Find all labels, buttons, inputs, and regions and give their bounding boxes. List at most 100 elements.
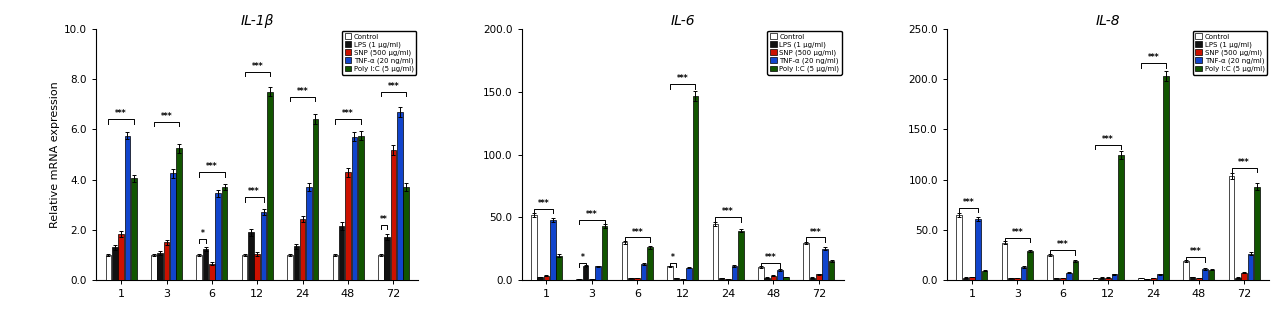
Bar bbox=[1060, 278, 1065, 280]
Bar bbox=[112, 248, 118, 280]
Bar bbox=[267, 92, 273, 280]
Legend: Control, LPS (1 μg/ml), SNP (500 μg/ml), TNF-α (20 ng/ml), Poly I:C (5 μg/ml): Control, LPS (1 μg/ml), SNP (500 μg/ml),… bbox=[1192, 31, 1267, 75]
Text: *: * bbox=[672, 253, 676, 262]
Bar bbox=[249, 232, 254, 280]
Text: ***: *** bbox=[810, 228, 822, 237]
Bar bbox=[1027, 251, 1033, 280]
Bar bbox=[1092, 278, 1099, 280]
Text: ***: *** bbox=[1011, 228, 1023, 237]
Bar bbox=[1254, 187, 1260, 280]
Bar bbox=[679, 279, 686, 280]
Bar bbox=[1138, 278, 1144, 280]
Text: ***: *** bbox=[1103, 135, 1114, 144]
Bar bbox=[713, 224, 718, 280]
Bar bbox=[345, 172, 351, 280]
Text: ***: *** bbox=[963, 198, 974, 207]
Bar bbox=[1054, 278, 1059, 280]
Bar bbox=[351, 137, 358, 280]
Bar bbox=[804, 243, 809, 280]
Bar bbox=[332, 255, 338, 280]
Bar bbox=[1228, 176, 1235, 280]
Text: ***: *** bbox=[160, 112, 172, 121]
Bar bbox=[358, 136, 364, 280]
Bar bbox=[1001, 243, 1008, 280]
Title: IL-8: IL-8 bbox=[1096, 14, 1120, 28]
Bar bbox=[719, 278, 724, 280]
Bar bbox=[770, 276, 776, 280]
Y-axis label: Relative mRNA expression: Relative mRNA expression bbox=[50, 81, 60, 228]
Bar bbox=[378, 255, 383, 280]
Bar bbox=[673, 278, 679, 280]
Bar bbox=[738, 231, 744, 280]
Bar bbox=[601, 226, 608, 280]
Bar bbox=[1241, 273, 1247, 280]
Bar bbox=[577, 279, 582, 280]
Text: ***: *** bbox=[206, 162, 218, 171]
Bar bbox=[1235, 278, 1241, 280]
Bar bbox=[590, 279, 595, 280]
Text: ***: *** bbox=[722, 207, 733, 216]
Bar bbox=[822, 249, 828, 280]
Bar bbox=[391, 149, 396, 280]
Bar bbox=[726, 279, 731, 280]
Bar bbox=[397, 112, 403, 280]
Text: ***: *** bbox=[632, 228, 644, 237]
Bar bbox=[1183, 261, 1188, 280]
Bar bbox=[758, 267, 764, 280]
Legend: Control, LPS (1 μg/ml), SNP (500 μg/ml), TNF-α (20 ng/ml), Poly I:C (5 μg/ml): Control, LPS (1 μg/ml), SNP (500 μg/ml),… bbox=[768, 31, 842, 75]
Bar bbox=[158, 252, 163, 280]
Text: ***: *** bbox=[764, 253, 776, 262]
Bar bbox=[338, 226, 345, 280]
Title: IL-6: IL-6 bbox=[670, 14, 695, 28]
Bar bbox=[537, 277, 544, 280]
Bar bbox=[667, 266, 673, 280]
Bar bbox=[171, 173, 176, 280]
Text: ***: *** bbox=[1238, 158, 1250, 167]
Bar bbox=[556, 256, 562, 280]
Bar bbox=[215, 194, 221, 280]
Bar bbox=[255, 254, 260, 280]
Bar bbox=[1099, 278, 1105, 280]
Bar bbox=[635, 278, 640, 280]
Bar bbox=[1105, 278, 1110, 280]
Bar bbox=[306, 187, 312, 280]
Text: ***: *** bbox=[1056, 240, 1068, 249]
Text: *: * bbox=[200, 229, 204, 238]
Bar bbox=[1020, 267, 1027, 280]
Text: ***: *** bbox=[249, 187, 260, 196]
Bar bbox=[622, 242, 627, 280]
Bar bbox=[1247, 253, 1254, 280]
Bar bbox=[963, 278, 968, 280]
Bar bbox=[1156, 274, 1163, 280]
Bar bbox=[817, 274, 822, 280]
Bar bbox=[222, 187, 227, 280]
Text: ***: *** bbox=[537, 199, 549, 208]
Bar bbox=[203, 249, 209, 280]
Bar bbox=[976, 219, 981, 280]
Bar bbox=[1073, 260, 1078, 280]
Bar bbox=[1118, 155, 1123, 280]
Text: ***: *** bbox=[251, 62, 263, 71]
Bar bbox=[1008, 278, 1014, 280]
Bar bbox=[177, 148, 182, 280]
Bar bbox=[732, 266, 737, 280]
Text: ***: *** bbox=[387, 82, 399, 91]
Legend: Control, LPS (1 μg/ml), SNP (500 μg/ml), TNF-α (20 ng/ml), Poly I:C (5 μg/ml): Control, LPS (1 μg/ml), SNP (500 μg/ml),… bbox=[342, 31, 417, 75]
Bar bbox=[692, 96, 699, 280]
Bar bbox=[105, 255, 112, 280]
Bar bbox=[544, 276, 549, 280]
Bar bbox=[313, 119, 318, 280]
Bar bbox=[300, 219, 305, 280]
Bar bbox=[1111, 274, 1117, 280]
Bar bbox=[404, 187, 409, 280]
Bar bbox=[1047, 255, 1053, 280]
Bar bbox=[287, 255, 292, 280]
Bar bbox=[260, 212, 267, 280]
Bar bbox=[242, 255, 247, 280]
Title: IL-1β: IL-1β bbox=[241, 14, 274, 28]
Bar bbox=[777, 270, 782, 280]
Bar bbox=[1014, 278, 1020, 280]
Text: ***: *** bbox=[677, 74, 688, 83]
Bar bbox=[1196, 278, 1201, 280]
Bar bbox=[124, 136, 131, 280]
